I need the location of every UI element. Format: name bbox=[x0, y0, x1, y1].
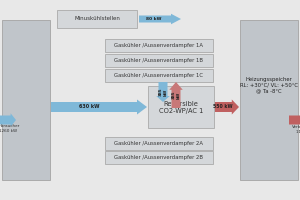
FancyArrow shape bbox=[51, 99, 147, 114]
FancyArrow shape bbox=[156, 82, 170, 102]
Text: 550 kW: 550 kW bbox=[213, 104, 232, 110]
FancyBboxPatch shape bbox=[105, 54, 213, 67]
Text: Gaskühler /Aussenverdampfer 1B: Gaskühler /Aussenverdampfer 1B bbox=[115, 58, 203, 63]
FancyBboxPatch shape bbox=[105, 137, 213, 150]
FancyBboxPatch shape bbox=[105, 69, 213, 82]
Text: Heizungsspeicher
RL: +30°C/ VL: +50°C
@ Ta -8°C: Heizungsspeicher RL: +30°C/ VL: +50°C @ … bbox=[240, 77, 298, 93]
Text: Gaskühler /Aussenverdampfer 2A: Gaskühler /Aussenverdampfer 2A bbox=[115, 141, 203, 146]
Text: Minuskühlstellen: Minuskühlstellen bbox=[74, 17, 120, 21]
Text: Reversible
CO2-WP/AC 1: Reversible CO2-WP/AC 1 bbox=[159, 100, 203, 114]
FancyBboxPatch shape bbox=[240, 20, 298, 180]
FancyBboxPatch shape bbox=[57, 10, 137, 28]
Text: 80 kW: 80 kW bbox=[146, 17, 161, 21]
FancyBboxPatch shape bbox=[105, 151, 213, 164]
Text: 385
kW: 385 kW bbox=[172, 91, 180, 99]
FancyArrow shape bbox=[169, 82, 183, 108]
FancyArrow shape bbox=[289, 113, 300, 127]
FancyArrow shape bbox=[0, 113, 16, 127]
Text: Gaskühler /Aussenverdampfer 2B: Gaskühler /Aussenverdampfer 2B bbox=[115, 155, 203, 160]
Text: 630 kW: 630 kW bbox=[80, 104, 100, 110]
Text: Verbraucher
1260 kW: Verbraucher 1260 kW bbox=[0, 124, 21, 133]
Text: Gaskühler /Aussenverdampfer 1C: Gaskühler /Aussenverdampfer 1C bbox=[115, 73, 203, 78]
Text: Verbraucher
1100 kW: Verbraucher 1100 kW bbox=[292, 125, 300, 134]
Text: Gaskühler /Aussenverdampfer 1A: Gaskühler /Aussenverdampfer 1A bbox=[115, 43, 203, 48]
FancyBboxPatch shape bbox=[148, 86, 214, 128]
FancyArrow shape bbox=[215, 99, 239, 114]
FancyArrow shape bbox=[139, 14, 181, 24]
Text: 385
kW: 385 kW bbox=[159, 88, 167, 96]
FancyBboxPatch shape bbox=[2, 20, 50, 180]
FancyBboxPatch shape bbox=[105, 39, 213, 52]
